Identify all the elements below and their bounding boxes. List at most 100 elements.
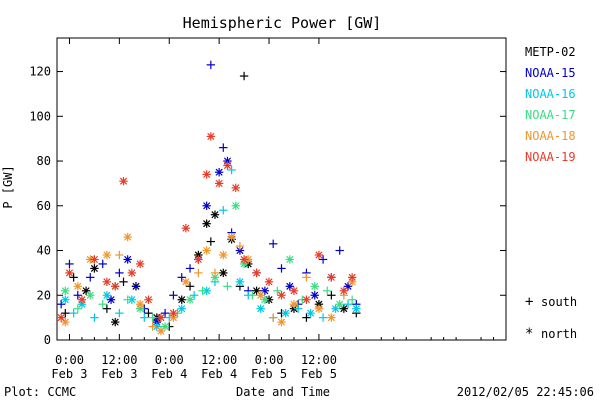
data-point-north bbox=[306, 308, 315, 318]
chart-title: Hemispheric Power [GW] bbox=[183, 14, 382, 32]
data-point-south bbox=[223, 282, 232, 291]
legend-entry: NOAA-16 bbox=[525, 87, 576, 101]
data-point-north bbox=[264, 277, 274, 287]
data-point-south bbox=[140, 313, 149, 322]
data-point-south bbox=[248, 291, 257, 300]
marker-legend-label: south bbox=[541, 295, 577, 309]
data-point-north bbox=[235, 277, 245, 287]
data-point-north bbox=[202, 170, 211, 179]
x-tick-date: Feb 3 bbox=[101, 367, 137, 381]
data-point-south bbox=[347, 295, 357, 304]
data-points bbox=[56, 60, 361, 336]
data-point-south bbox=[335, 246, 344, 255]
data-point-south bbox=[343, 300, 353, 309]
data-point-north bbox=[219, 268, 228, 278]
data-point-south bbox=[219, 143, 228, 152]
data-point-south bbox=[160, 308, 170, 318]
data-point-south bbox=[194, 268, 203, 278]
x-tick-date: Feb 4 bbox=[151, 367, 187, 381]
data-point-south bbox=[69, 308, 78, 318]
data-point-south bbox=[102, 304, 112, 313]
data-point-north bbox=[102, 250, 112, 260]
data-point-north bbox=[227, 232, 236, 242]
marker-legend-symbol: + bbox=[525, 294, 533, 310]
data-point-north bbox=[135, 300, 145, 309]
data-point-north bbox=[135, 259, 145, 269]
data-point-south bbox=[219, 206, 228, 215]
data-point-south bbox=[302, 273, 311, 282]
data-point-south bbox=[61, 308, 70, 318]
series-noaa-19 bbox=[56, 132, 357, 322]
data-point-north bbox=[123, 232, 132, 242]
data-point-north bbox=[156, 326, 166, 336]
y-axis: 0 20 40 60 80 100 120 bbox=[29, 65, 506, 347]
data-point-north bbox=[210, 273, 220, 282]
data-point-north bbox=[327, 273, 336, 282]
data-point-south bbox=[198, 286, 207, 295]
data-point-north bbox=[111, 317, 120, 327]
x-tick-time: 0:00 bbox=[155, 353, 184, 367]
y-tick-label: 40 bbox=[37, 244, 51, 258]
x-tick-date: Feb 3 bbox=[51, 367, 87, 381]
data-point-south bbox=[90, 313, 99, 322]
data-point-south bbox=[73, 304, 82, 313]
legend-entry: NOAA-15 bbox=[525, 66, 576, 80]
data-point-south bbox=[123, 295, 132, 304]
data-point-north bbox=[281, 308, 290, 318]
data-point-north bbox=[314, 304, 324, 313]
data-point-north bbox=[181, 277, 191, 287]
data-point-north bbox=[181, 223, 191, 233]
data-point-north bbox=[169, 308, 178, 318]
data-point-south bbox=[148, 322, 157, 331]
data-point-north bbox=[90, 264, 99, 273]
data-point-north bbox=[86, 291, 95, 300]
data-point-south bbox=[318, 313, 328, 322]
data-point-north bbox=[185, 295, 195, 304]
y-tick-label: 100 bbox=[29, 109, 51, 123]
data-point-north bbox=[77, 295, 87, 304]
data-point-south bbox=[144, 308, 153, 318]
data-point-north bbox=[156, 313, 166, 322]
data-point-north bbox=[277, 317, 286, 327]
legend: METP-02 NOAA-15 NOAA-16 NOAA-17 NOAA-18 NOAA-… bbox=[525, 45, 577, 342]
data-point-north bbox=[144, 295, 153, 304]
data-point-south bbox=[239, 71, 249, 81]
data-point-south bbox=[69, 273, 78, 282]
data-point-north bbox=[194, 255, 203, 264]
data-point-south bbox=[293, 304, 303, 313]
x-tick-time: 0:00 bbox=[55, 353, 84, 367]
data-point-south bbox=[86, 273, 95, 282]
data-point-north bbox=[177, 304, 186, 313]
data-point-north bbox=[214, 168, 224, 177]
data-point-south bbox=[115, 308, 124, 318]
data-point-north bbox=[289, 286, 299, 295]
data-point-north bbox=[310, 282, 319, 291]
data-point-south bbox=[119, 277, 128, 287]
data-point-north bbox=[206, 132, 216, 141]
data-point-north bbox=[202, 201, 211, 210]
data-point-north bbox=[214, 179, 224, 188]
data-point-north bbox=[202, 219, 211, 228]
x-axis-label: Date and Time bbox=[236, 385, 330, 399]
data-point-north bbox=[160, 322, 170, 331]
data-point-north bbox=[202, 246, 211, 255]
y-axis-label: P [GW] bbox=[1, 165, 15, 208]
marker-legend-symbol: * bbox=[525, 326, 533, 342]
data-point-south bbox=[177, 273, 186, 282]
data-point-north bbox=[314, 250, 324, 260]
x-tick-time: 0:00 bbox=[255, 353, 284, 367]
plot-timestamp: 2012/02/05 22:45:06 bbox=[457, 385, 594, 399]
data-point-south bbox=[327, 291, 336, 300]
legend-entry: NOAA-17 bbox=[525, 108, 576, 122]
y-tick-label: 0 bbox=[44, 333, 51, 347]
legend-entry: NOAA-19 bbox=[525, 150, 576, 164]
data-point-south bbox=[185, 264, 195, 273]
data-point-north bbox=[127, 268, 137, 278]
y-tick-label: 20 bbox=[37, 288, 51, 302]
data-point-south bbox=[302, 313, 311, 322]
data-point-north bbox=[347, 273, 357, 282]
data-point-north bbox=[339, 286, 349, 295]
data-point-north bbox=[56, 313, 66, 322]
data-point-north bbox=[61, 286, 70, 295]
